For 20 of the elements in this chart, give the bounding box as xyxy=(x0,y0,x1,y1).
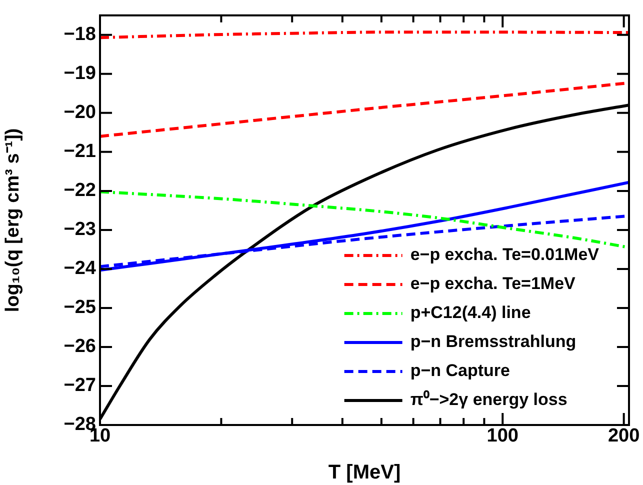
y-tick-label: −18 xyxy=(64,24,96,46)
y-tick-label: −27 xyxy=(64,375,96,396)
y-tick-label: −23 xyxy=(64,219,96,240)
legend-label: π⁰−>2γ energy loss xyxy=(410,390,568,410)
x-axis-title: T [MeV] xyxy=(328,462,401,484)
y-tick-label: −26 xyxy=(64,336,96,358)
y-tick-label: −24 xyxy=(64,258,96,280)
y-tick-label: −22 xyxy=(64,180,96,202)
legend-label: p−n Capture xyxy=(410,361,510,380)
x-tick-label: 100 xyxy=(486,426,518,447)
x-tick-label: 200 xyxy=(608,426,640,447)
legend-label: e−p excha. Te=0.01MeV xyxy=(410,245,600,264)
legend-label: p−n Bremsstrahlung xyxy=(410,332,576,352)
y-tick-label: −21 xyxy=(64,141,96,162)
y-tick-label: −19 xyxy=(64,63,96,84)
y-axis-title: log₁₀(q [erg cm³ s⁻¹]) xyxy=(2,128,24,312)
y-tick-label: −20 xyxy=(64,102,96,124)
y-tick-label: −25 xyxy=(64,297,96,318)
legend-label: p+C12(4.4) line xyxy=(410,303,531,322)
legend-label: e−p excha. Te=1MeV xyxy=(410,274,576,294)
